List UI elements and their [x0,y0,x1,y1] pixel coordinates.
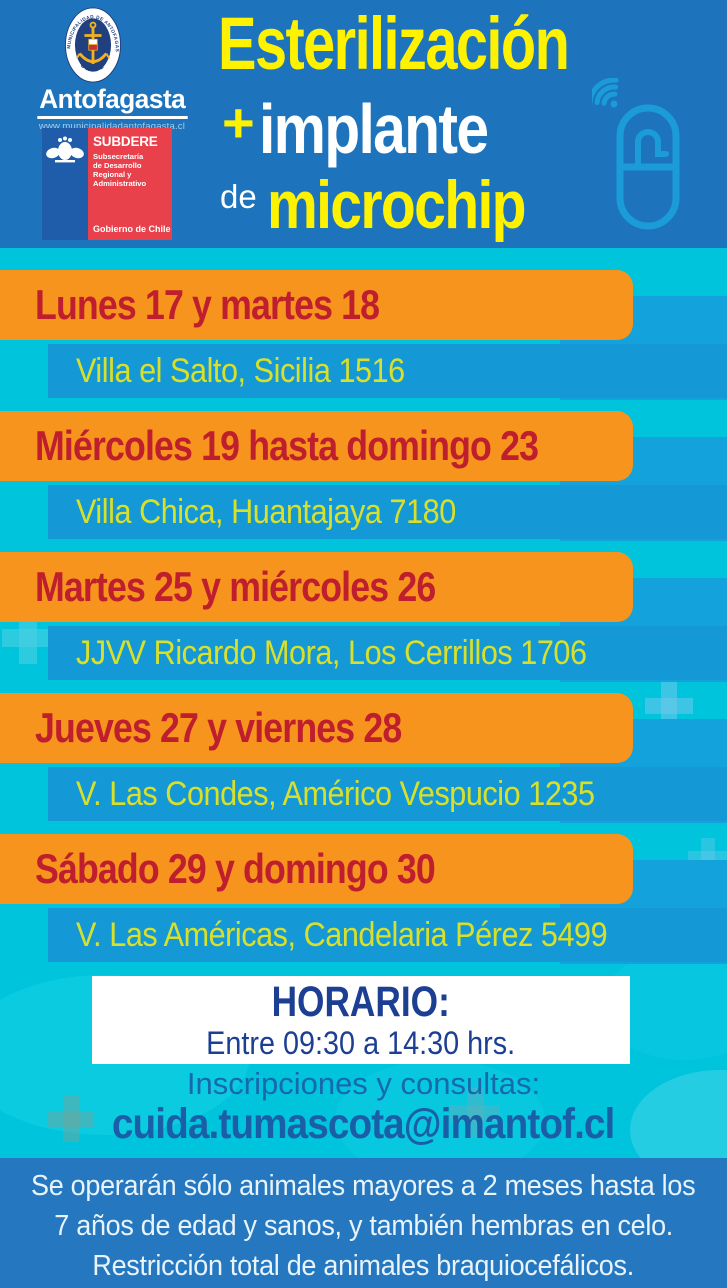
subdere-subtitle-line: de Desarrollo [93,161,142,170]
poster-title: Esterilización + implante de microchip [218,2,667,240]
subdere-red-panel: SUBDERE Subsecretaría de Desarrollo Regi… [88,128,172,240]
event-location-text: Villa Chica, Huantajaya 7180 [76,492,456,531]
subdere-logo: SUBDERE Subsecretaría de Desarrollo Regi… [42,128,172,240]
event-location-bar: V. Las Condes, Américo Vespucio 1235 [48,767,727,821]
event-dates-bar: Jueves 27 y viernes 28 [0,693,633,763]
crest-chile-text: CHILE [79,62,105,74]
subdere-title: SUBDERE [93,134,158,149]
subdere-subtitle-line: Regional y [93,170,132,179]
event-location-bar: Villa Chica, Huantajaya 7180 [48,485,727,539]
subdere-subtitle-line: Administrativo [93,179,147,188]
event-dates-text: Lunes 17 y martes 18 [35,281,380,328]
event-location-text: V. Las Condes, Américo Vespucio 1235 [76,774,595,813]
contact-label: Inscripciones y consultas: [186,1066,541,1101]
title-line3: microchip [266,167,527,243]
municipality-website: www.municipalidadantofagasta.cl [38,121,186,132]
event-location-text: V. Las Américas, Candelaria Pérez 5499 [76,915,608,954]
gobierno-de-chile-label: Gobierno de Chile [93,224,171,234]
event-location-text: Villa el Salto, Sicilia 1516 [76,351,405,390]
event-dates-bar: Miércoles 19 hasta domingo 23 [0,411,633,481]
event-location-text: JJVV Ricardo Mora, Los Cerrillos 1706 [76,633,587,672]
municipality-wordmark: Antofagasta www.municipalidadantofagasta… [34,84,190,132]
event-location-bar: Villa el Salto, Sicilia 1516 [48,344,727,398]
microchip-pill-icon [592,78,680,230]
disclaimer-band: Se operarán sólo animales mayores a 2 me… [0,1158,727,1288]
chile-coat-of-arms-icon [46,136,84,163]
municipality-name: Antofagasta [37,84,187,119]
title-de: de [220,178,257,215]
plus-sign: + [222,91,255,154]
crest-shield [88,38,98,51]
poster-header: MUNICIPALIDAD DE ANTOFAGASTA CHILE Antof… [0,0,727,248]
subdere-subtitle-line: Subsecretaría [93,152,144,161]
event-dates-text: Jueves 27 y viernes 28 [35,704,402,751]
medical-cross-icon [450,1088,500,1138]
contact-email-text: cuida.tumascota@imantof.cl [112,1100,615,1148]
title-line1: Esterilización [218,2,570,85]
disclaimer-line: Restricción total de animales braquiocef… [92,1250,635,1282]
title-line2: implante [258,90,489,168]
event-location-bar: JJVV Ricardo Mora, Los Cerrillos 1706 [48,626,727,680]
event-dates-text: Martes 25 y miércoles 26 [35,563,436,610]
event-dates-bar: Martes 25 y miércoles 26 [0,552,633,622]
gov-blue-panel [42,128,88,240]
hours-label: HORARIO: [271,978,451,1026]
signal-waves-icon [592,78,619,108]
event-dates-bar: Lunes 17 y martes 18 [0,270,633,340]
medical-cross-icon [645,682,693,730]
medical-cross-icon [48,1096,94,1142]
hours-box: HORARIO: Entre 09:30 a 14:30 hrs. [92,976,630,1064]
contact-email: cuida.tumascota@imantof.cl [0,1100,727,1149]
medical-cross-icon [2,612,54,664]
event-dates-text: Miércoles 19 hasta domingo 23 [35,422,539,469]
hours-value: Entre 09:30 a 14:30 hrs. [206,1025,516,1061]
event-dates-bar: Sábado 29 y domingo 30 [0,834,633,904]
event-dates-text: Sábado 29 y domingo 30 [35,845,436,892]
event-location-bar: V. Las Américas, Candelaria Pérez 5499 [48,908,727,962]
disclaimer-line: Se operarán sólo animales mayores a 2 me… [31,1170,696,1202]
antofagasta-crest-icon: MUNICIPALIDAD DE ANTOFAGASTA CHILE [64,7,122,83]
svg-text:CHILE: CHILE [79,62,107,74]
disclaimer-line: 7 años de edad y sanos, y también hembra… [54,1210,673,1242]
